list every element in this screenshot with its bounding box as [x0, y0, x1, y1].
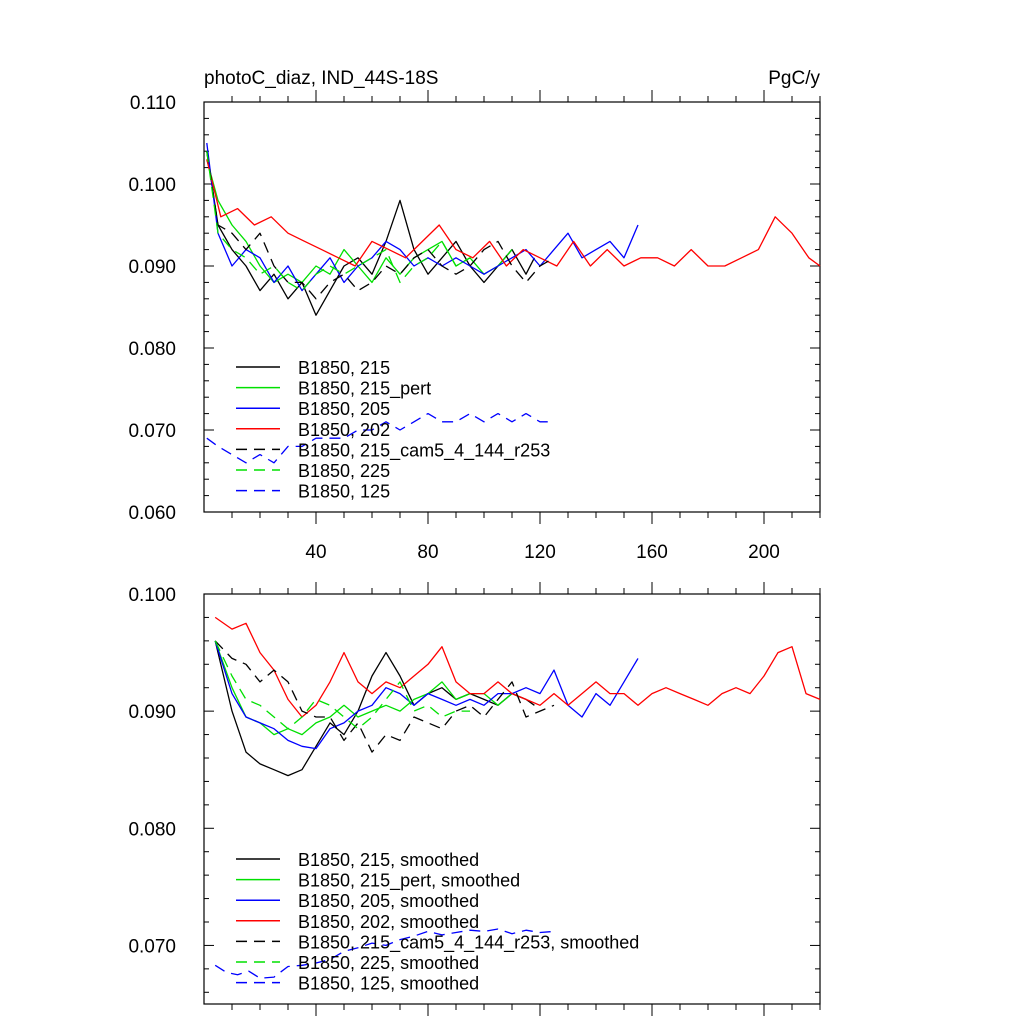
top-xtick-label: 80 [417, 542, 438, 563]
legend-label: B1850, 215_cam5_4_144_r253 [298, 440, 550, 461]
legend-label: B1850, 125, smoothed [298, 974, 479, 994]
top-xtick-label: 120 [524, 542, 556, 563]
legend-label: B1850, 202, smoothed [298, 912, 479, 932]
legend-label: B1850, 215, smoothed [298, 850, 479, 870]
series-line [214, 616, 821, 718]
top-ytick-label: 0.060 [128, 503, 176, 524]
legend-label: B1850, 225 [298, 461, 390, 481]
top-ytick-label: 0.080 [128, 339, 176, 360]
legend-label: B1850, 215_pert, smoothed [298, 871, 520, 892]
legend-label: B1850, 225, smoothed [298, 953, 479, 973]
bottom-ytick-label: 0.100 [128, 585, 176, 606]
top-panel: photoC_diaz, IND_44S-18S PgC/y 0.060 0.07… [128, 68, 821, 563]
top-xtick-label: 160 [636, 542, 668, 563]
legend-label: B1850, 202 [298, 420, 390, 440]
top-ytick-label: 0.110 [130, 93, 176, 114]
legend-label: B1850, 215_cam5_4_144_r253, smoothed [298, 932, 639, 953]
series-line [214, 640, 555, 753]
bottom-panel: 0.070 0.080 0.090 0.100 B1850, 215, smoothed… [128, 582, 821, 1016]
top-ytick-label: 0.090 [128, 257, 176, 278]
series-line [214, 640, 470, 730]
series-line [214, 640, 639, 750]
legend-label: B1850, 215 [298, 358, 390, 378]
top-xtick-label: 200 [748, 542, 780, 563]
series-line [206, 412, 554, 464]
top-xtick-label: 40 [305, 542, 326, 563]
series-line [206, 159, 821, 267]
series-line [214, 640, 535, 777]
legend-label: B1850, 215_pert [298, 379, 431, 400]
legend-label: B1850, 205, smoothed [298, 891, 479, 911]
top-title-left: photoC_diaz, IND_44S-18S [204, 68, 438, 89]
series-line [214, 640, 513, 736]
legend-label: B1850, 205 [298, 399, 390, 419]
series-line [206, 151, 471, 292]
legend-label: B1850, 125 [298, 482, 390, 502]
bottom-ytick-label: 0.070 [128, 936, 176, 957]
top-title-right: PgC/y [768, 68, 820, 89]
top-ytick-label: 0.100 [128, 175, 176, 196]
bottom-ytick-label: 0.090 [128, 702, 176, 723]
series-line [206, 151, 535, 316]
series-line [214, 928, 555, 979]
top-ytick-label: 0.070 [128, 421, 176, 442]
bottom-ytick-label: 0.080 [128, 819, 176, 840]
series-line [206, 151, 555, 300]
